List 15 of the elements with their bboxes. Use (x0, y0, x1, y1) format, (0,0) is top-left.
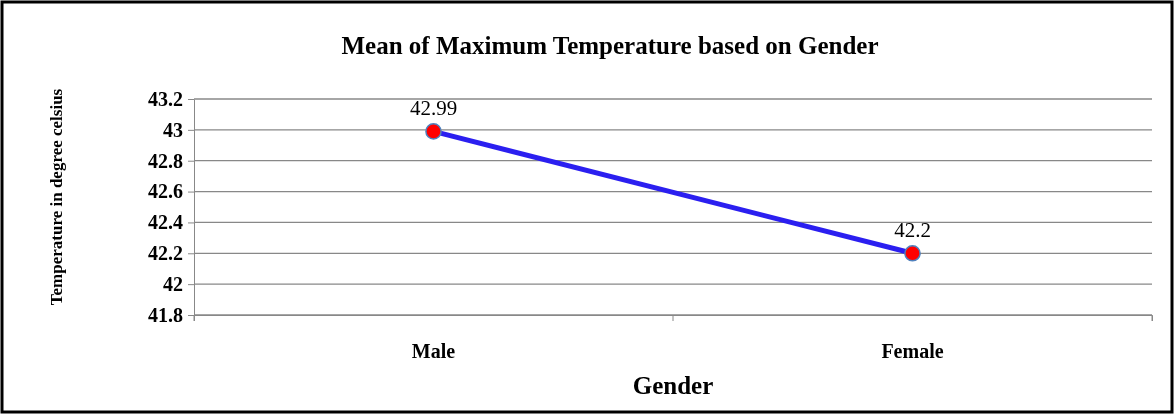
x-tick-label: Male (411, 340, 456, 362)
y-tick-label: 42 (163, 273, 183, 296)
y-tick-label: 41.8 (148, 303, 183, 326)
y-tick-label: 42.6 (148, 180, 183, 203)
y-tick-label: 43.2 (148, 87, 183, 110)
y-tick-label: 42.8 (148, 149, 183, 172)
y-axis-title: Temperature in degree celsius (47, 88, 66, 306)
chart-title: Mean of Maximum Temperature based on Gender (341, 32, 879, 59)
x-axis-title: Gender (632, 372, 714, 399)
y-tick-label: 42.4 (148, 211, 183, 234)
y-tick-label: 42.2 (148, 242, 183, 265)
x-tick-label: Female (881, 340, 944, 362)
y-tick-label: 43 (163, 118, 183, 141)
data-label: 42.2 (894, 218, 931, 243)
data-label: 42.99 (409, 96, 458, 121)
